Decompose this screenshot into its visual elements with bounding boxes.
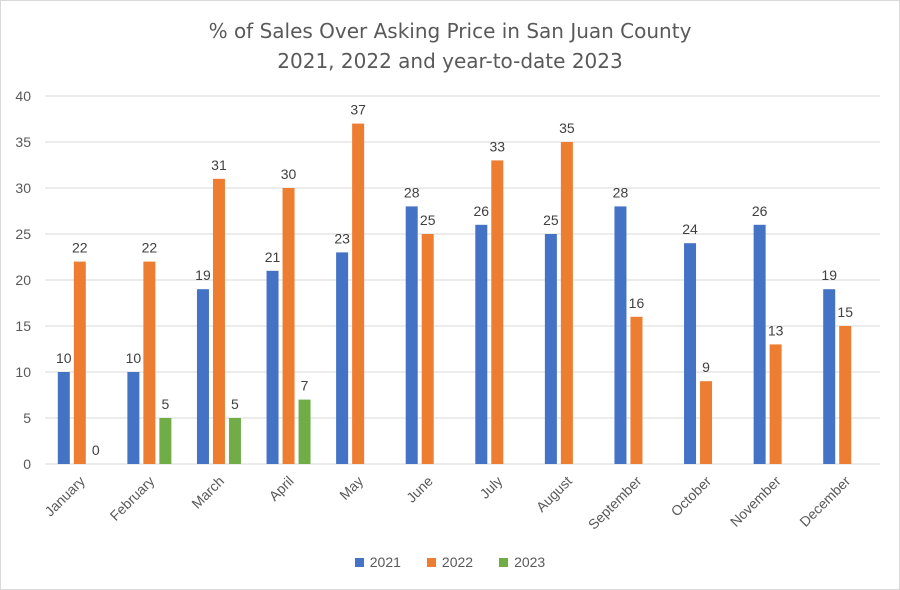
x-tick-label: August (533, 473, 575, 515)
bar-2023-february (159, 418, 172, 464)
data-label: 28 (613, 184, 629, 200)
bar-2021-may (336, 252, 349, 464)
y-tick-label: 5 (23, 410, 31, 426)
data-label: 5 (161, 396, 169, 412)
bar-2023-march (228, 418, 241, 464)
chart-title: % of Sales Over Asking Price in San Juan… (0, 16, 900, 76)
bar-2021-august (544, 234, 557, 464)
data-label: 5 (231, 396, 239, 412)
y-tick-label: 35 (15, 134, 31, 150)
data-label: 0 (92, 442, 100, 458)
x-tick-label: January (41, 473, 88, 520)
bar-2023-april (298, 399, 311, 464)
legend-label: 2021 (369, 554, 401, 570)
data-label: 19 (821, 267, 837, 283)
data-label: 7 (301, 378, 309, 394)
x-tick-label: April (266, 473, 297, 504)
y-tick-label: 20 (15, 272, 31, 288)
bar-2021-december (823, 289, 836, 464)
data-label: 10 (126, 350, 142, 366)
x-tick-label: June (403, 473, 436, 506)
bar-2022-december (839, 326, 852, 464)
data-label: 28 (404, 184, 420, 200)
y-tick-label: 10 (15, 364, 31, 380)
bar-2022-november (769, 344, 782, 464)
x-tick-label: May (336, 473, 366, 503)
y-tick-label: 30 (15, 180, 31, 196)
data-label: 22 (142, 240, 158, 256)
bar-2022-august (560, 142, 573, 464)
bar-2022-march (212, 178, 225, 465)
legend-swatch (426, 557, 436, 567)
x-tick-label: September (585, 473, 645, 533)
bar-2021-january (57, 372, 70, 464)
data-label: 9 (702, 359, 710, 375)
bar-2022-july (491, 160, 504, 464)
data-label: 23 (334, 230, 350, 246)
x-tick-label: February (107, 473, 158, 524)
bar-2021-march (196, 289, 209, 464)
data-label: 19 (195, 267, 211, 283)
bar-2021-october (684, 243, 697, 464)
x-tick-label: November (727, 473, 784, 530)
data-label: 31 (211, 157, 227, 173)
data-label: 16 (629, 295, 645, 311)
data-label: 26 (474, 203, 490, 219)
legend-swatch (499, 557, 509, 567)
bar-2021-june (405, 206, 418, 464)
data-label: 24 (682, 221, 698, 237)
data-label: 37 (350, 102, 366, 118)
legend-item-2021: 2021 (354, 554, 401, 570)
chart-title-line-2: 2021, 2022 and year-to-date 2023 (277, 49, 623, 73)
chart-legend: 2021 2022 2023 (0, 554, 900, 570)
x-tick-label: December (796, 473, 853, 530)
bar-2022-may (352, 123, 365, 464)
bar-2021-november (753, 224, 766, 464)
legend-label: 2022 (441, 554, 474, 570)
bar-2022-june (421, 234, 434, 464)
bar-2021-february (127, 372, 140, 464)
data-label: 35 (559, 120, 575, 136)
bar-2021-september (614, 206, 627, 464)
y-tick-label: 15 (15, 318, 31, 334)
y-tick-label: 0 (23, 456, 31, 472)
chart-title-line-1: % of Sales Over Asking Price in San Juan… (208, 19, 692, 43)
bar-2021-april (266, 270, 279, 464)
data-label: 22 (72, 240, 88, 256)
legend-item-2023: 2023 (499, 554, 545, 570)
data-label: 10 (56, 350, 72, 366)
y-tick-label: 25 (15, 226, 31, 242)
legend-swatch (354, 557, 364, 567)
data-label: 33 (490, 138, 506, 154)
data-label: 26 (752, 203, 768, 219)
legend-item-2022: 2022 (426, 554, 474, 570)
bar-2022-january (73, 261, 86, 464)
data-label: 15 (837, 304, 853, 320)
bar-2022-september (630, 316, 643, 464)
bar-2022-october (700, 381, 713, 464)
y-tick-label: 40 (15, 88, 31, 104)
bar-2022-february (143, 261, 156, 464)
data-label: 13 (768, 322, 784, 338)
data-label: 21 (265, 249, 281, 265)
x-tick-label: July (476, 473, 505, 502)
bar-2022-april (282, 188, 295, 464)
data-label: 25 (543, 212, 559, 228)
x-tick-label: March (188, 473, 227, 512)
x-tick-label: October (668, 473, 715, 520)
data-label: 30 (281, 166, 297, 182)
data-label: 25 (420, 212, 436, 228)
legend-label: 2023 (514, 554, 546, 570)
bar-2021-july (475, 224, 488, 464)
